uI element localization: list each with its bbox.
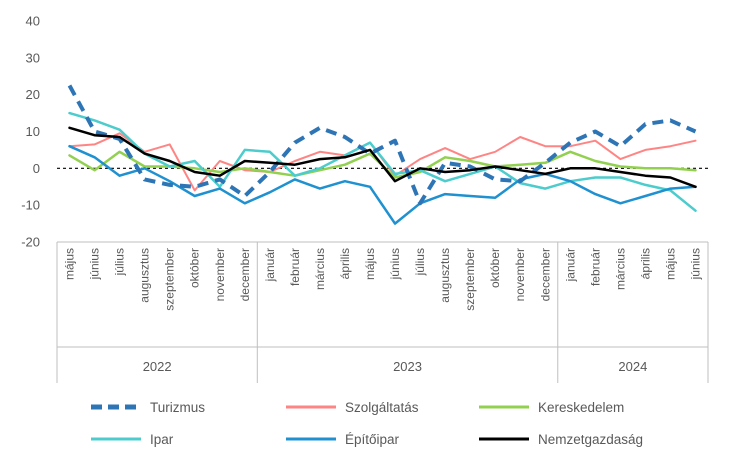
x-tick-label: január: [563, 248, 577, 282]
x-tick-label: április: [638, 248, 652, 279]
x-tick-label: február: [288, 248, 302, 286]
year-label: 2024: [618, 359, 647, 374]
y-tick-label: 30: [26, 50, 40, 65]
x-tick-label: január: [263, 248, 277, 282]
x-tick-label: május: [63, 248, 77, 280]
legend-swatch: [91, 404, 141, 410]
x-tick-label: augusztus: [438, 248, 452, 303]
x-tick-label: november: [513, 248, 527, 301]
legend-label: Nemzetgazdaság: [538, 431, 644, 447]
x-tick-label: október: [488, 248, 502, 288]
x-tick-label: október: [188, 248, 202, 288]
series-line--p-t-ipar: [68, 144, 697, 225]
y-tick-label: -20: [21, 235, 40, 250]
series-line-nemzetgazdas-g: [68, 126, 697, 189]
x-tick-label: december: [538, 248, 552, 301]
year-label: 2022: [143, 359, 172, 374]
legend-item-ipar[interactable]: Ipar: [88, 428, 173, 450]
year-label: 2023: [393, 359, 422, 374]
x-tick-label: szeptember: [463, 248, 477, 311]
x-tick-label: március: [613, 248, 627, 290]
x-axis: május június július augusztus szeptember októ…: [56, 241, 709, 383]
series-layer: [67, 84, 697, 225]
x-tick-label: április: [338, 248, 352, 279]
x-tick-label: február: [588, 248, 602, 286]
x-tick-label: július: [413, 248, 427, 276]
series-line-ipar: [68, 111, 697, 212]
legend-swatch: [91, 437, 141, 441]
legend-label: Ipar: [150, 431, 174, 447]
legend-label: Turizmus: [150, 399, 206, 415]
x-tick-label: március: [313, 248, 327, 290]
x-tick-label: május: [363, 248, 377, 280]
legend-swatch: [286, 405, 336, 409]
y-tick-label: 40: [26, 14, 40, 29]
x-tick-label: november: [213, 248, 227, 301]
y-tick-label: 20: [26, 87, 40, 102]
legend-item-szolg-ltat-s[interactable]: Szolgáltatás: [283, 396, 419, 418]
legend-label: Építőipar: [345, 431, 400, 447]
y-tick-label: 10: [26, 124, 40, 139]
x-tick-label: május: [663, 248, 677, 280]
legend-item-nemzetgazdas-g[interactable]: Nemzetgazdaság: [476, 428, 643, 450]
x-tick-label: július: [113, 248, 127, 276]
series-line-turizmus: [67, 84, 697, 206]
x-tick-label: december: [238, 248, 252, 301]
x-tick-label: június: [88, 248, 102, 280]
legend-item-turizmus[interactable]: Turizmus: [88, 396, 205, 418]
legend-label: Kereskedelem: [538, 399, 625, 415]
x-tick-label: június: [688, 248, 702, 280]
legend-swatch: [479, 405, 529, 409]
legend: Turizmus Szolgáltatás Kereskedelem Ipar Épít…: [0, 392, 730, 462]
y-axis: -20 -10 0 10 20 30 40: [21, 14, 40, 250]
x-tick-label: szeptember: [163, 248, 177, 311]
x-tick-label: augusztus: [138, 248, 152, 303]
x-tick-label: június: [388, 248, 402, 280]
y-tick-label: -10: [21, 198, 40, 213]
legend-swatch: [286, 437, 336, 441]
legend-swatch: [479, 437, 529, 441]
y-tick-label: 0: [33, 161, 40, 176]
legend-item-kereskedelem[interactable]: Kereskedelem: [476, 396, 624, 418]
chart-svg: -20 -10 0 10 20 30 40 május június július auguszt…: [21, 14, 709, 383]
legend-item--p-t-ipar[interactable]: Építőipar: [283, 428, 399, 450]
legend-label: Szolgáltatás: [345, 399, 419, 415]
